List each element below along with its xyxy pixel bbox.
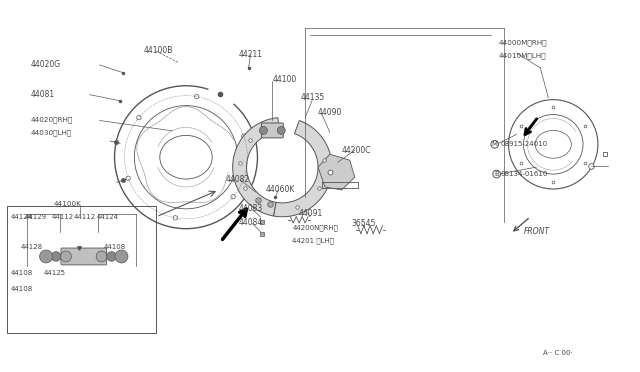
Text: 44129: 44129 [24, 214, 46, 220]
Text: 44090: 44090 [318, 108, 342, 117]
Text: 44000M〈RH〉: 44000M〈RH〉 [499, 40, 547, 46]
Text: 44112: 44112 [52, 214, 74, 220]
Text: 44124: 44124 [97, 214, 118, 220]
Text: 44108: 44108 [104, 244, 126, 250]
Text: 44100B: 44100B [143, 45, 173, 55]
Text: 44135: 44135 [300, 93, 324, 102]
FancyBboxPatch shape [61, 248, 107, 265]
Text: 44082: 44082 [226, 174, 250, 183]
Text: 44020〈RH〉: 44020〈RH〉 [30, 116, 72, 123]
Text: 44128: 44128 [20, 244, 42, 250]
Bar [7, 206, 156, 333]
Text: 44211: 44211 [239, 51, 262, 60]
Circle shape [60, 251, 72, 262]
Text: 08134-01610: 08134-01610 [500, 171, 548, 177]
Circle shape [115, 250, 128, 263]
Text: 44010M〈LH〉: 44010M〈LH〉 [499, 53, 547, 59]
Text: 44108: 44108 [10, 270, 33, 276]
Circle shape [242, 134, 246, 138]
Text: A·· C 00·: A·· C 00· [543, 350, 573, 356]
Circle shape [137, 115, 141, 120]
Text: 44020G: 44020G [30, 60, 60, 70]
Text: 44108: 44108 [10, 286, 33, 292]
Circle shape [259, 126, 268, 134]
Polygon shape [318, 154, 355, 190]
Circle shape [96, 251, 107, 262]
FancyBboxPatch shape [262, 123, 284, 138]
Circle shape [195, 94, 199, 99]
Circle shape [173, 216, 177, 220]
Circle shape [277, 126, 285, 134]
Polygon shape [233, 118, 279, 216]
Text: 44125: 44125 [44, 270, 66, 276]
Circle shape [107, 252, 116, 261]
Text: 36545: 36545 [352, 219, 376, 228]
Text: 44124: 44124 [10, 214, 33, 220]
Text: 44081: 44081 [30, 90, 54, 99]
Text: 44200N〈RH〉: 44200N〈RH〉 [292, 224, 338, 231]
Text: M: M [492, 141, 498, 147]
Text: 44060K: 44060K [266, 186, 295, 195]
Circle shape [40, 250, 52, 263]
Text: 44100: 44100 [273, 75, 296, 84]
Polygon shape [274, 121, 332, 217]
Text: 44100K: 44100K [54, 201, 82, 207]
Text: 44084: 44084 [239, 218, 263, 227]
Circle shape [126, 176, 131, 180]
Text: 44083: 44083 [239, 204, 263, 213]
Text: 08915-24010: 08915-24010 [500, 141, 548, 147]
Text: B: B [494, 171, 499, 177]
Circle shape [231, 195, 236, 199]
Text: 44091: 44091 [298, 209, 323, 218]
Text: 44030〈LH〉: 44030〈LH〉 [30, 129, 72, 136]
Text: FRONT: FRONT [524, 227, 550, 236]
Text: 44112: 44112 [74, 214, 96, 220]
Text: 44201 〈LH〉: 44201 〈LH〉 [292, 237, 334, 244]
Circle shape [51, 252, 61, 261]
Text: 44200C: 44200C [342, 146, 371, 155]
